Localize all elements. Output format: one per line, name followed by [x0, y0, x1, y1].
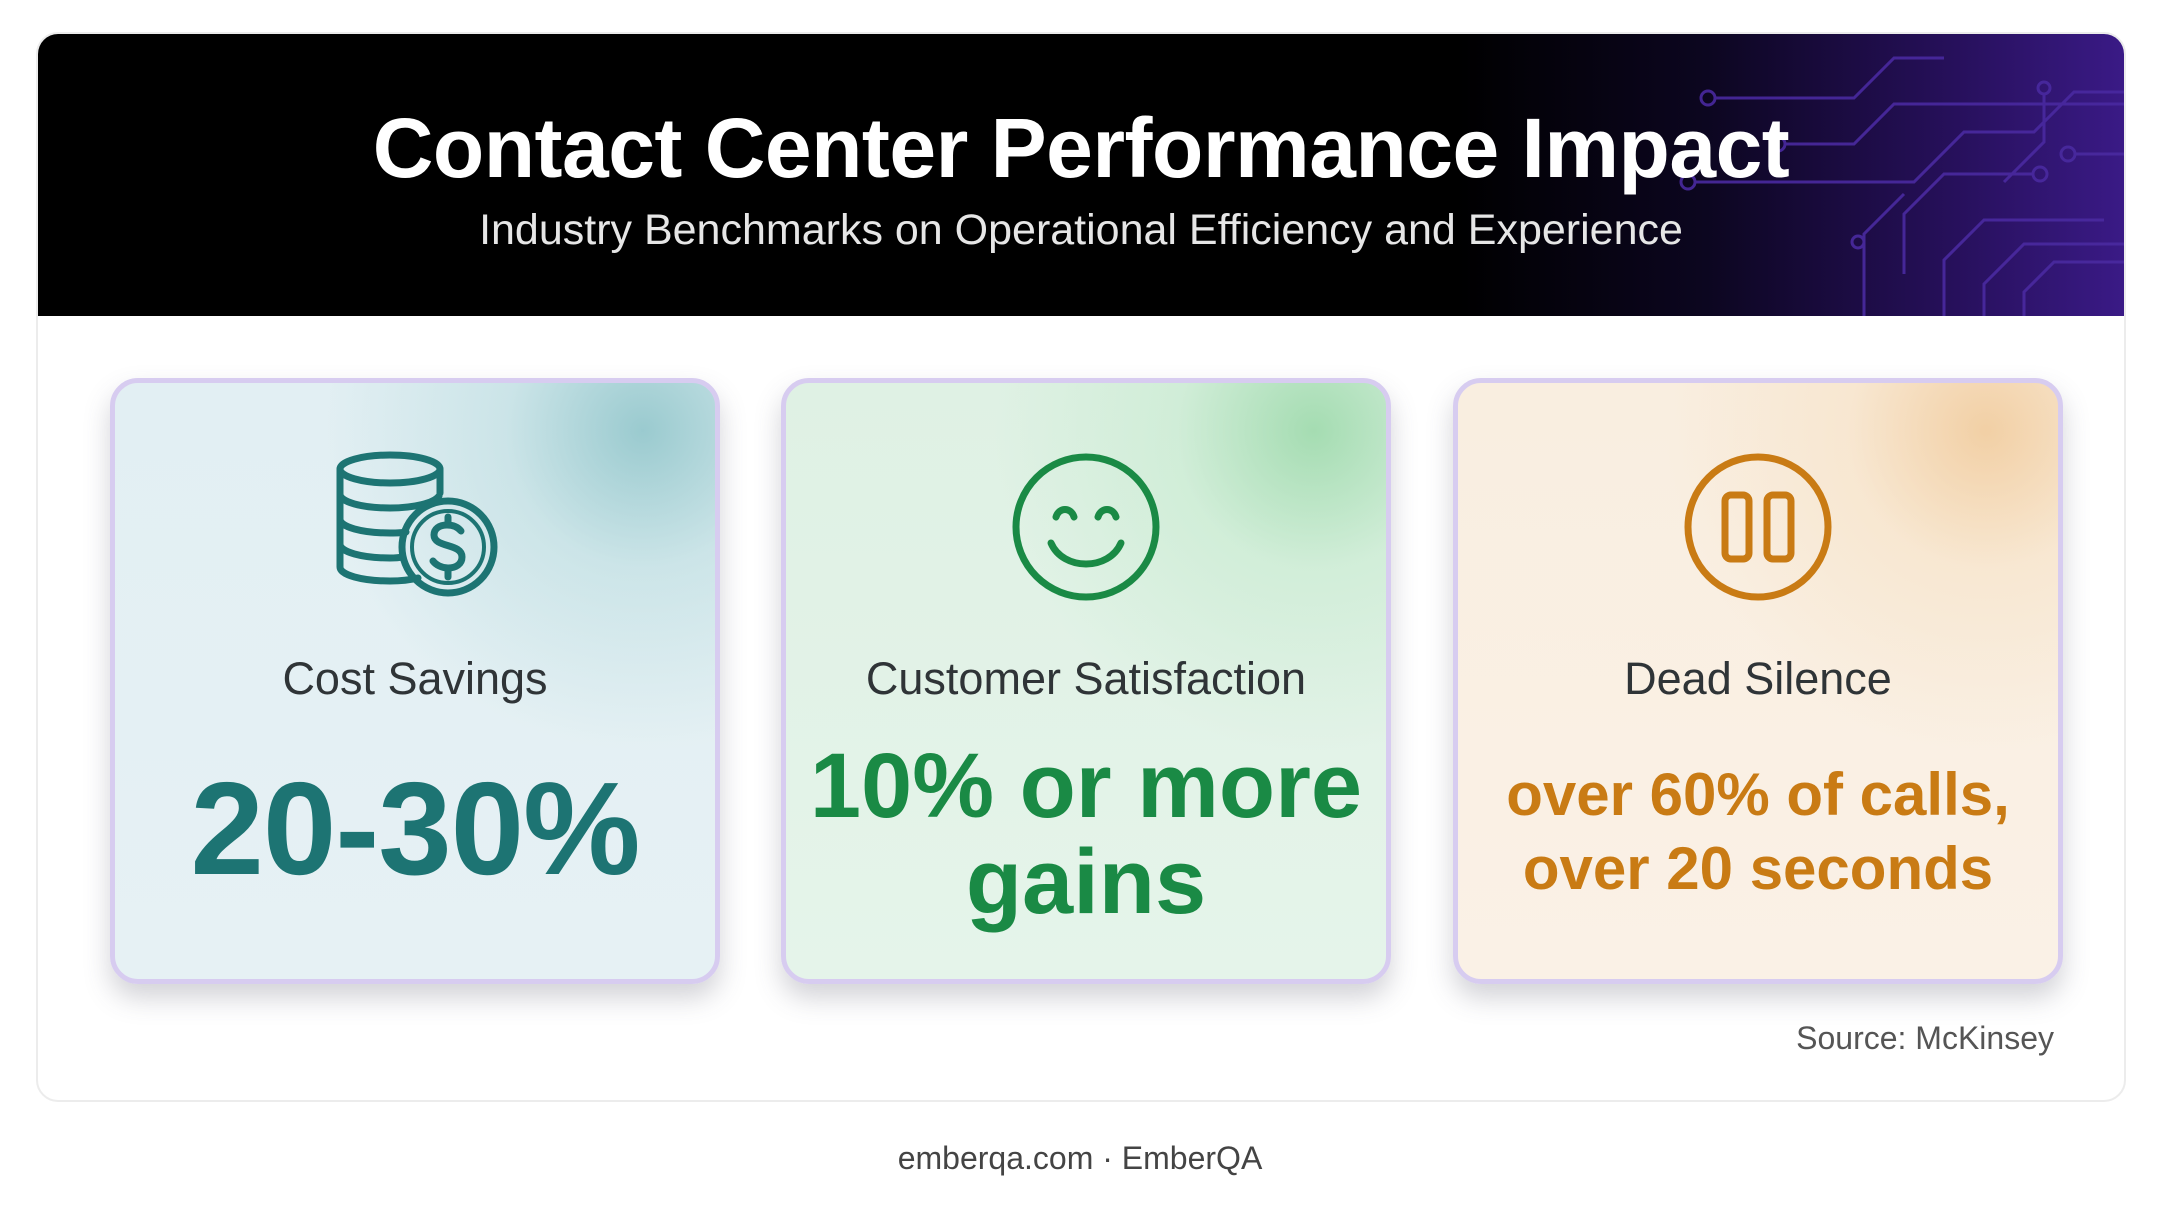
card-value: over 60% of calls, over 20 seconds [1506, 761, 2010, 902]
coins-dollar-icon [336, 451, 498, 597]
footer-credit: emberqa.com · EmberQA [0, 1140, 2160, 1177]
header-banner: Contact Center Performance Impact Indust… [38, 34, 2124, 316]
page-subtitle: Industry Benchmarks on Operational Effic… [479, 206, 1683, 254]
footer-separator: · [1102, 1140, 1113, 1176]
card-dead-silence: Dead Silence over 60% of calls, over 20 … [1453, 378, 2063, 984]
footer-brand: EmberQA [1121, 1140, 1263, 1176]
card-value: 10% or more gains [809, 735, 1363, 933]
footer-site-link[interactable]: emberqa.com [897, 1140, 1094, 1176]
infographic-frame: Contact Center Performance Impact Indust… [36, 32, 2126, 1102]
pause-icon [1684, 453, 1832, 601]
card-label: Customer Satisfaction [865, 653, 1307, 704]
card-label: Dead Silence [1624, 653, 1892, 704]
card-label: Cost Savings [282, 653, 548, 704]
source-citation: Source: McKinsey [1796, 1020, 2054, 1056]
page-title: Contact Center Performance Impact [372, 101, 1790, 195]
card-value: 20-30% [190, 755, 641, 902]
card-cost-savings: Cost Savings 20-30% [110, 378, 720, 984]
smiley-face-icon [1012, 453, 1160, 601]
circuit-decoration-icon [1679, 56, 2124, 316]
card-customer-satisfaction: Customer Satisfaction 10% or more gains [781, 378, 1391, 984]
